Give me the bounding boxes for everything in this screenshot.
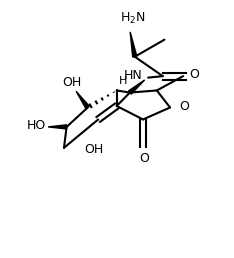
Text: O: O	[179, 100, 189, 113]
Polygon shape	[128, 80, 145, 94]
Polygon shape	[130, 32, 137, 57]
Text: HO: HO	[26, 119, 46, 132]
Text: H: H	[119, 76, 127, 86]
Text: H$_2$N: H$_2$N	[120, 11, 145, 26]
Polygon shape	[48, 125, 67, 129]
Text: OH: OH	[84, 143, 103, 156]
Text: O: O	[139, 152, 149, 165]
Text: HN: HN	[124, 69, 142, 82]
Text: OH: OH	[62, 76, 81, 89]
Text: O: O	[189, 68, 199, 82]
Polygon shape	[76, 91, 89, 109]
